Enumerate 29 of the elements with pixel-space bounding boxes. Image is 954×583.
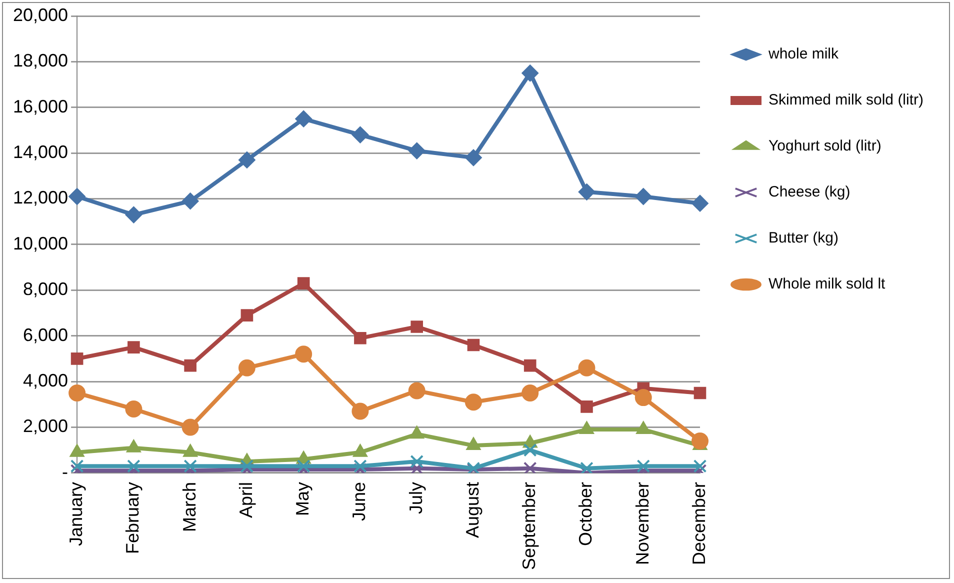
x-tick-label: May xyxy=(292,482,313,516)
legend-label: Butter (kg) xyxy=(768,230,839,247)
legend-label: whole milk xyxy=(768,46,840,63)
legend-label: Skimmed milk sold (litr) xyxy=(768,92,924,109)
x-tick-label: August xyxy=(462,482,482,538)
y-tick-label: 18,000 xyxy=(12,50,68,71)
x-tick-label: April xyxy=(236,482,256,518)
y-tick-label: 20,000 xyxy=(12,4,68,25)
x-tick-label: September xyxy=(519,482,540,570)
x-tick-label: November xyxy=(632,482,652,565)
x-tick-label: October xyxy=(576,482,596,546)
legend-label: Yoghurt sold (litr) xyxy=(768,138,882,155)
y-tick-label: - xyxy=(62,462,68,482)
y-tick-label: 4,000 xyxy=(23,370,68,391)
legend-label: Whole milk sold lt xyxy=(768,276,886,293)
y-tick-label: 12,000 xyxy=(12,188,68,208)
x-tick-label: June xyxy=(349,482,370,521)
y-tick-label: 10,000 xyxy=(12,233,68,254)
x-tick-label: December xyxy=(688,482,709,565)
legend-label: Cheese (kg) xyxy=(768,184,850,201)
y-tick-label: 8,000 xyxy=(23,279,68,300)
x-tick-label: July xyxy=(406,482,426,514)
y-tick-label: 2,000 xyxy=(23,416,68,436)
x-tick-label: March xyxy=(179,482,200,532)
y-tick-label: 16,000 xyxy=(12,96,68,116)
x-tick-label: February xyxy=(122,482,143,554)
y-tick-label: 14,000 xyxy=(12,142,68,162)
y-tick-label: 6,000 xyxy=(23,324,68,345)
x-tick-label: January xyxy=(66,482,86,546)
